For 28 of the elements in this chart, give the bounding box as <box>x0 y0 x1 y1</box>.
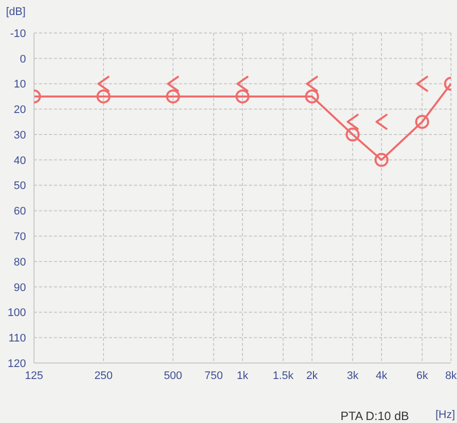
y-tick-label: 40 <box>14 154 26 167</box>
y-tick-label: 70 <box>14 230 26 243</box>
x-tick-label: 750 <box>204 370 223 382</box>
x-tick-label: 3k <box>346 370 359 382</box>
x-tick-label: 1.5k <box>272 370 294 382</box>
x-axis-title: [Hz] <box>435 409 455 421</box>
x-tick-label: 4k <box>376 370 388 382</box>
y-tick-label: 80 <box>14 256 26 268</box>
x-tick-label: 125 <box>24 370 44 382</box>
y-tick-label: 120 <box>8 358 26 370</box>
x-tick-label: 2k <box>306 370 318 382</box>
y-tick-label: 10 <box>14 78 26 91</box>
y-axis-title: [dB] <box>6 6 26 18</box>
y-tick-label: -10 <box>10 28 26 40</box>
y-tick-label: 90 <box>14 282 26 294</box>
x-tick-label: 6k <box>416 370 428 382</box>
y-tick-label: 20 <box>14 104 26 116</box>
text: PTA D:10 dB <box>340 409 409 423</box>
y-tick-label: 100 <box>8 307 26 320</box>
x-tick-label: 1k <box>236 370 249 382</box>
x-tick-label: 250 <box>94 370 113 382</box>
y-tick-label: 60 <box>14 206 26 218</box>
y-tick-label: 30 <box>14 129 26 142</box>
y-tick-label: 0 <box>20 53 26 66</box>
y-tick-label: 110 <box>8 332 26 345</box>
y-tick-label: 50 <box>14 180 26 192</box>
x-tick-label: 8k <box>445 370 457 382</box>
x-tick-label: 500 <box>164 370 182 382</box>
